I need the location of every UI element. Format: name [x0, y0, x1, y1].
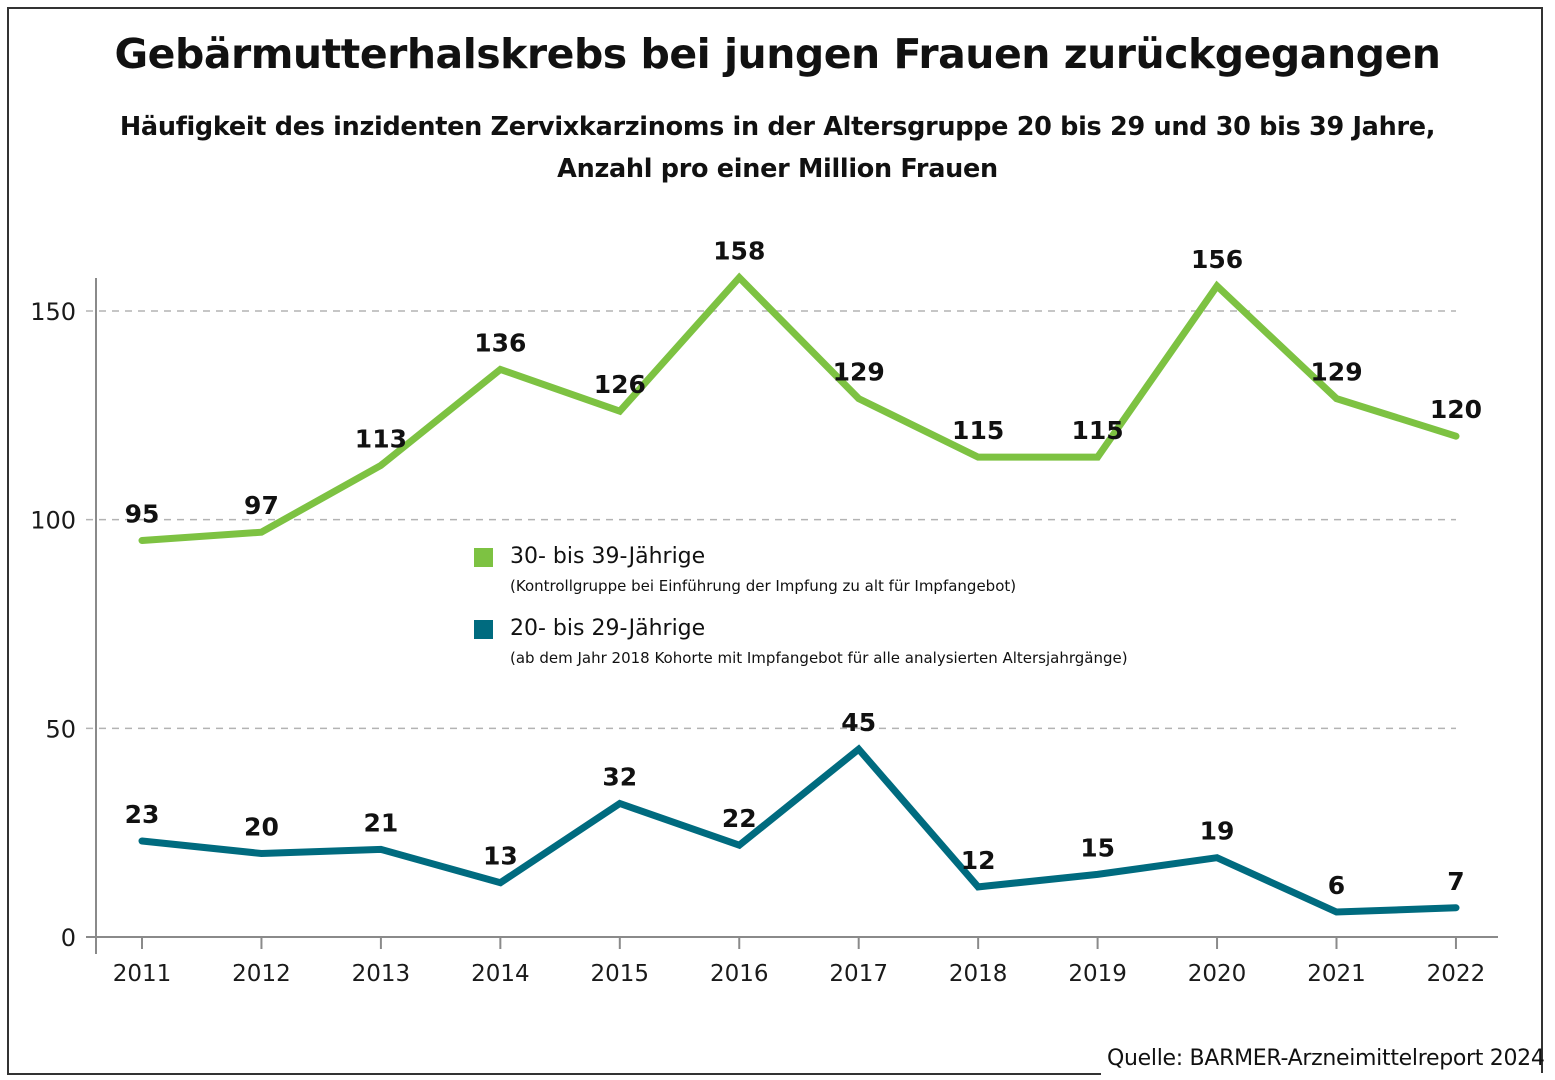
y-tick-label: 150 [30, 298, 76, 326]
data-label: 136 [474, 328, 526, 357]
data-label: 20 [244, 813, 279, 842]
x-tick-label: 2016 [710, 961, 769, 987]
data-label: 22 [722, 804, 757, 833]
legend-note: (Kontrollgruppe bei Einführung der Impfu… [510, 577, 1017, 595]
y-tick-label: 100 [30, 507, 76, 535]
x-tick-label: 2022 [1427, 961, 1486, 987]
x-tick-label: 2014 [471, 961, 530, 987]
data-label: 13 [483, 842, 518, 871]
data-label: 115 [952, 416, 1004, 445]
x-tick-label: 2015 [591, 961, 650, 987]
data-label: 129 [1310, 358, 1362, 387]
x-tick-label: 2013 [352, 961, 411, 987]
data-label: 97 [244, 491, 279, 520]
data-label: 158 [713, 237, 765, 266]
legend-swatch-teal [474, 620, 493, 639]
y-tick-label: 0 [61, 924, 76, 952]
data-label: 156 [1191, 245, 1243, 274]
data-label: 6 [1328, 871, 1345, 900]
data-label: 12 [961, 846, 996, 875]
series-line-30-39 [138, 272, 1460, 544]
legend-swatch-green [474, 548, 493, 567]
x-tick-label: 2017 [829, 961, 888, 987]
frame-bottom-border [7, 1073, 1101, 1075]
chart-subtitle: Häufigkeit des inzidenten Zervixkarzinom… [0, 106, 1555, 190]
subtitle-line-1: Häufigkeit des inzidenten Zervixkarzinom… [119, 112, 1436, 142]
chart-frame [7, 7, 1543, 1073]
legend-item-30-39: 30- bis 39-Jährige (Kontrollgruppe bei E… [474, 540, 1128, 598]
data-label: 15 [1080, 833, 1115, 862]
x-axis-ticks: 2011 2012 2013 2014 2015 2016 2017 2018 2019 2020… [113, 937, 1485, 987]
chart-title: Gebärmutterhalskrebs bei jungen Frauen z… [114, 30, 1441, 78]
x-tick-label: 2012 [232, 961, 291, 987]
legend-label: 30- bis 39-Jährige [510, 544, 706, 569]
x-tick-label: 2018 [949, 961, 1008, 987]
data-label: 32 [602, 762, 637, 791]
data-label: 45 [841, 708, 876, 737]
data-label: 7 [1447, 867, 1464, 896]
series-lines [138, 272, 1460, 916]
legend-label: 20- bis 29-Jährige [510, 616, 706, 641]
data-label: 126 [594, 370, 646, 399]
y-tick-label: 50 [45, 715, 76, 743]
source-note: Quelle: BARMER-Arzneimittelreport 2024 [1107, 1046, 1545, 1071]
data-label: 21 [364, 808, 399, 837]
data-label: 95 [125, 500, 160, 529]
axes [86, 278, 1498, 954]
legend: 30- bis 39-Jährige (Kontrollgruppe bei E… [474, 540, 1128, 684]
series-line-20-29 [138, 744, 1460, 916]
data-label: 113 [355, 424, 407, 453]
legend-note: (ab dem Jahr 2018 Kohorte mit Impfangebo… [510, 649, 1128, 667]
subtitle-line-2: Anzahl pro einer Million Frauen [557, 154, 998, 184]
x-tick-label: 2020 [1188, 961, 1247, 987]
data-label: 129 [833, 358, 885, 387]
data-label: 115 [1072, 416, 1124, 445]
x-tick-label: 2011 [113, 961, 172, 987]
data-label: 19 [1200, 817, 1235, 846]
y-axis-ticks: 0 50 100 150 [30, 298, 76, 952]
x-tick-label: 2019 [1068, 961, 1127, 987]
data-label: 120 [1430, 395, 1482, 424]
x-tick-label: 2021 [1307, 961, 1366, 987]
data-label: 23 [125, 800, 160, 829]
legend-item-20-29: 20- bis 29-Jährige (ab dem Jahr 2018 Koh… [474, 612, 1128, 670]
